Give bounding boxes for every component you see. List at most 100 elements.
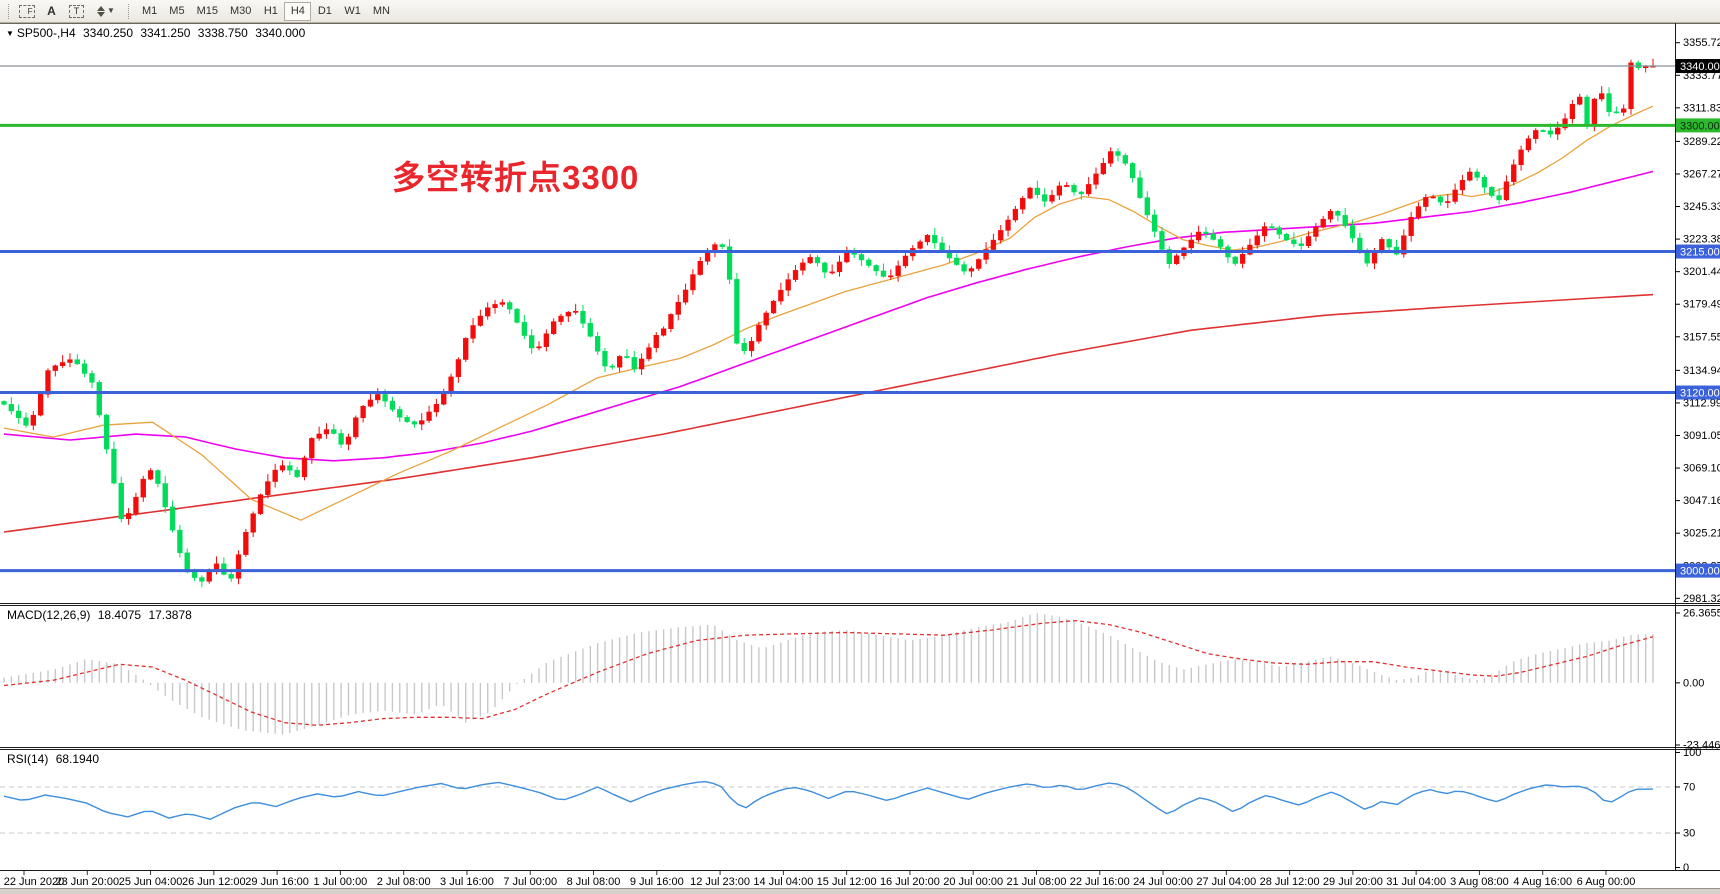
price-tick-label: 2981.325 [1683,593,1720,605]
ma-slow-line [3,293,1654,533]
time-tick-label[interactable]: 22 Jun 2020 [4,876,65,888]
price-tick-label: 3157.550 [1683,331,1720,343]
candle-body [580,310,586,324]
timeframe-group: M1 M5 M15 M30 H1 H4 D1 W1 MN [136,1,396,21]
time-tick-label[interactable]: 7 Jul 00:00 [503,876,557,888]
time-tick-label[interactable]: 31 Jul 04:00 [1386,876,1446,888]
symbol-dropdown-icon[interactable]: ▼ [6,29,14,38]
candle-body [23,417,29,426]
candle-body [1423,197,1429,207]
candle-body [89,373,95,383]
candle-body [111,448,117,484]
candle-body [836,261,843,273]
time-tick-label[interactable]: 25 Jun 04:00 [119,876,183,888]
toolbar-grip[interactable] [128,3,129,19]
candle-body [1533,130,1539,139]
candle-body [1020,197,1026,210]
time-tick-label[interactable]: 16 Jul 20:00 [880,876,940,888]
candle-body [1012,208,1019,221]
candle-body [602,351,608,367]
time-tick-label[interactable]: 28 Jul 12:00 [1260,876,1320,888]
fibonacci-tool-button[interactable]: F [14,2,39,21]
time-tick-label[interactable]: 20 Jul 00:00 [943,876,1003,888]
candle-body [235,554,242,579]
candle-body [30,414,36,426]
candle-body [1005,219,1011,231]
time-tick-label[interactable]: 1 Jul 00:00 [313,876,367,888]
candle-body [1144,197,1150,216]
time-tick-label[interactable]: 21 Jul 08:00 [1007,876,1067,888]
candle-body [147,470,154,480]
timeframe-mn-button[interactable]: MN [367,2,396,21]
candle-body [1166,249,1172,264]
time-tick-label[interactable]: 4 Aug 16:00 [1513,876,1572,888]
time-tick-label[interactable]: 12 Jul 23:00 [690,876,750,888]
candle-body [1320,218,1326,228]
candle-body [67,359,73,363]
candle-body [675,302,681,315]
price-level-badge-label: 3000.000 [1680,566,1720,578]
time-tick-label[interactable]: 22 Jul 16:00 [1070,876,1130,888]
candle-body [294,469,300,478]
timeframe-h1-button[interactable]: H1 [257,2,284,21]
candle-body [433,404,440,413]
candle-body [609,365,615,368]
time-tick-label[interactable]: 14 Jul 04:00 [753,876,813,888]
arrows-tool-button[interactable]: ▼ [89,2,123,21]
time-tick-label[interactable]: 27 Jul 04:00 [1196,876,1256,888]
candle-body [631,357,637,370]
candle-body [873,265,879,272]
chart-canvas[interactable]: 3355.7203333.7753311.8303289.2203267.275… [0,23,1720,894]
timeframe-d1-button[interactable]: D1 [311,2,338,21]
time-tick-label[interactable]: 29 Jun 16:00 [245,876,309,888]
timeframe-h4-button[interactable]: H4 [284,1,312,21]
candle-body [697,261,703,275]
price-tick-label: 3201.440 [1683,266,1720,278]
candle-body [367,399,374,407]
candle-body [1078,191,1084,195]
candle-body [1210,233,1216,240]
toolbar-grip[interactable] [8,3,9,19]
candle-body [199,577,205,582]
time-tick-label[interactable]: 3 Aug 08:00 [1450,876,1509,888]
candle-body [81,363,88,374]
candle-body [1364,252,1370,264]
fibonacci-icon: F [18,4,35,18]
candle-body [587,323,593,337]
text-tool-button[interactable]: T [64,2,89,21]
candle-body [1591,98,1598,126]
candle-body [345,436,352,445]
timeframe-m30-button[interactable]: M30 [224,2,257,21]
candle-body [1064,185,1070,187]
time-tick-label[interactable]: 8 Jul 08:00 [567,876,621,888]
timeframe-m1-button[interactable]: M1 [136,2,163,21]
rsi-value: 68.1940 [55,752,100,766]
candle-body [1203,231,1209,234]
price-level-badge-label: 3120.000 [1680,388,1720,400]
time-tick-label[interactable]: 26 Jun 12:00 [182,876,246,888]
candle-body [1217,239,1224,248]
time-tick-label[interactable]: 24 Jul 00:00 [1133,876,1193,888]
candle-body [272,469,278,482]
time-tick-label[interactable]: 3 Jul 16:00 [440,876,494,888]
time-tick-label[interactable]: 23 Jun 20:00 [55,876,119,888]
timeframe-w1-button[interactable]: W1 [338,2,367,21]
candle-body [792,270,799,280]
candle-body [1188,239,1194,249]
time-tick-label[interactable]: 9 Jul 16:00 [630,876,684,888]
time-tick-label[interactable]: 6 Aug 00:00 [1577,876,1636,888]
candle-body [1496,195,1502,201]
timeframe-m5-button[interactable]: M5 [163,2,190,21]
text-label-tool-button[interactable]: A [39,2,64,21]
candle-body [184,552,190,573]
candle-body [807,257,813,264]
chart-title: ▼ SP500-,H4 3340.250 3341.250 3338.750 33… [6,26,309,40]
timeframe-m15-button[interactable]: M15 [191,2,224,21]
time-tick-label[interactable]: 2 Jul 08:00 [377,876,431,888]
rsi-tick-label: 100 [1683,747,1701,759]
macd-name: MACD(12,26,9) [7,608,91,622]
candle-body [543,333,549,347]
time-tick-label[interactable]: 15 Jul 12:00 [817,876,877,888]
candle-body [375,394,381,401]
time-tick-label[interactable]: 29 Jul 20:00 [1323,876,1383,888]
